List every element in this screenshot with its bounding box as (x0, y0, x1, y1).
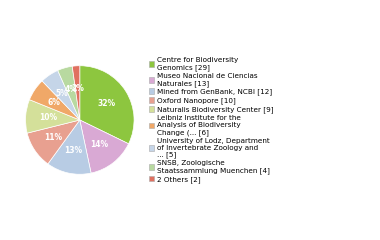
Legend: Centre for Biodiversity
Genomics [29], Museo Nacional de Ciencias
Naturales [13]: Centre for Biodiversity Genomics [29], M… (149, 57, 274, 183)
Text: 14%: 14% (90, 140, 108, 149)
Wedge shape (30, 81, 80, 120)
Wedge shape (42, 70, 80, 120)
Text: 32%: 32% (97, 99, 116, 108)
Wedge shape (58, 66, 80, 120)
Text: 2%: 2% (71, 84, 84, 93)
Wedge shape (48, 120, 91, 174)
Wedge shape (72, 66, 80, 120)
Wedge shape (27, 120, 80, 164)
Text: 10%: 10% (40, 113, 57, 122)
Wedge shape (80, 66, 134, 144)
Wedge shape (80, 120, 128, 173)
Text: 4%: 4% (65, 85, 78, 94)
Text: 5%: 5% (56, 90, 68, 98)
Wedge shape (25, 100, 80, 133)
Text: 13%: 13% (64, 146, 82, 155)
Text: 6%: 6% (47, 98, 60, 107)
Text: 11%: 11% (44, 133, 63, 142)
